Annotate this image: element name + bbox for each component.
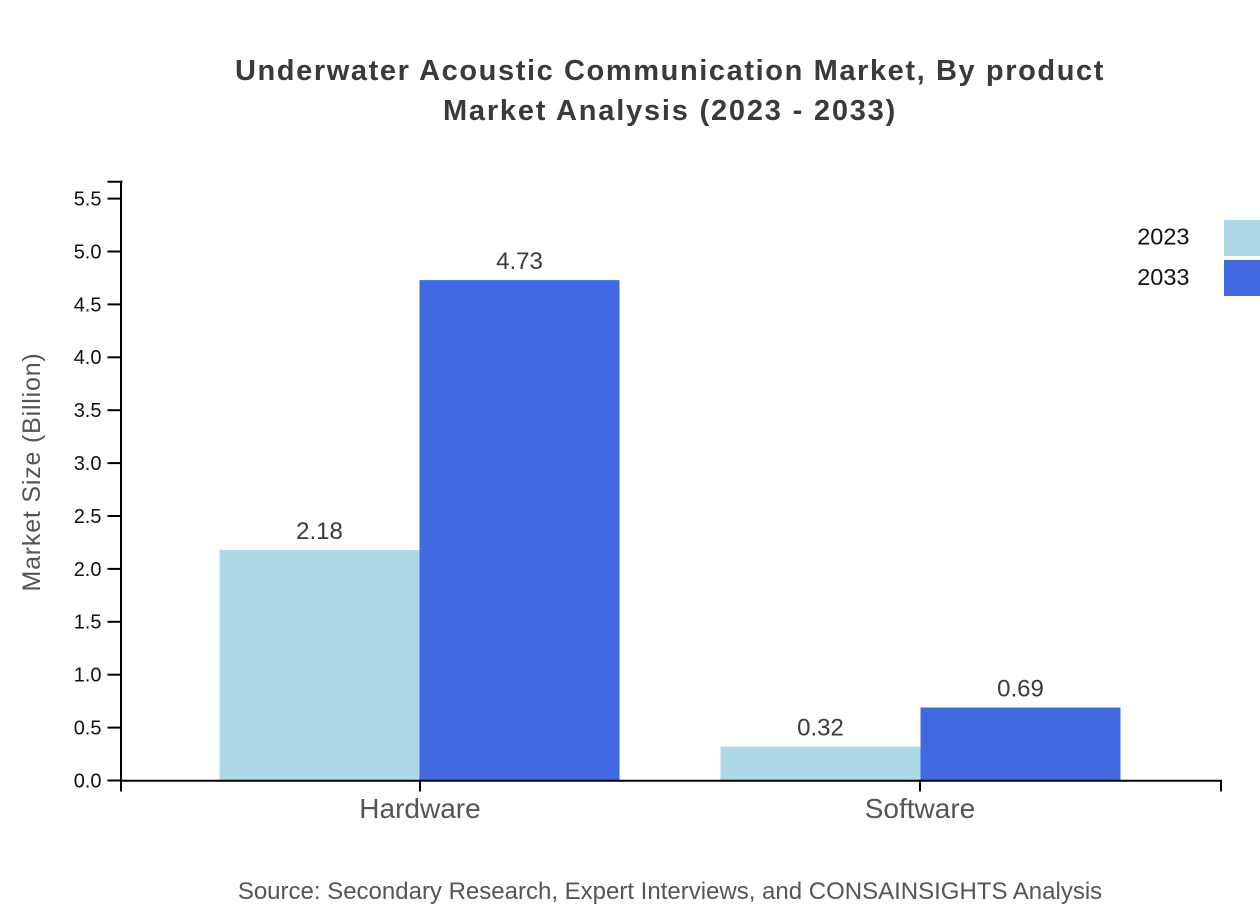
svg-text:5.0: 5.0 (74, 241, 102, 263)
svg-text:0.0: 0.0 (74, 770, 102, 792)
svg-text:Hardware: Hardware (359, 793, 480, 824)
svg-text:Underwater Acoustic Communicat: Underwater Acoustic Communication Market… (235, 55, 1105, 87)
svg-text:0.69: 0.69 (997, 676, 1044, 703)
svg-text:3.0: 3.0 (74, 453, 102, 475)
svg-text:Market Size (Billion): Market Size (Billion) (18, 352, 46, 591)
svg-text:5.5: 5.5 (74, 189, 102, 211)
svg-text:Software: Software (865, 793, 976, 824)
svg-text:2023: 2023 (1137, 224, 1189, 250)
svg-text:2.18: 2.18 (296, 518, 343, 545)
svg-text:2.5: 2.5 (74, 506, 102, 528)
svg-text:2033: 2033 (1137, 264, 1189, 290)
svg-text:4.0: 4.0 (74, 347, 102, 369)
svg-text:1.0: 1.0 (74, 665, 102, 687)
svg-text:Market Analysis (2023 - 2033): Market Analysis (2023 - 2033) (443, 95, 897, 127)
svg-text:1.5: 1.5 (74, 612, 102, 634)
svg-text:0.32: 0.32 (797, 715, 844, 742)
svg-text:Source: Secondary Research, Ex: Source: Secondary Research, Expert Inter… (238, 878, 1102, 905)
svg-text:2.0: 2.0 (74, 559, 102, 581)
svg-text:0.5: 0.5 (74, 718, 102, 740)
svg-text:3.5: 3.5 (74, 400, 102, 422)
svg-text:4.5: 4.5 (74, 294, 102, 316)
svg-text:4.73: 4.73 (496, 248, 543, 275)
